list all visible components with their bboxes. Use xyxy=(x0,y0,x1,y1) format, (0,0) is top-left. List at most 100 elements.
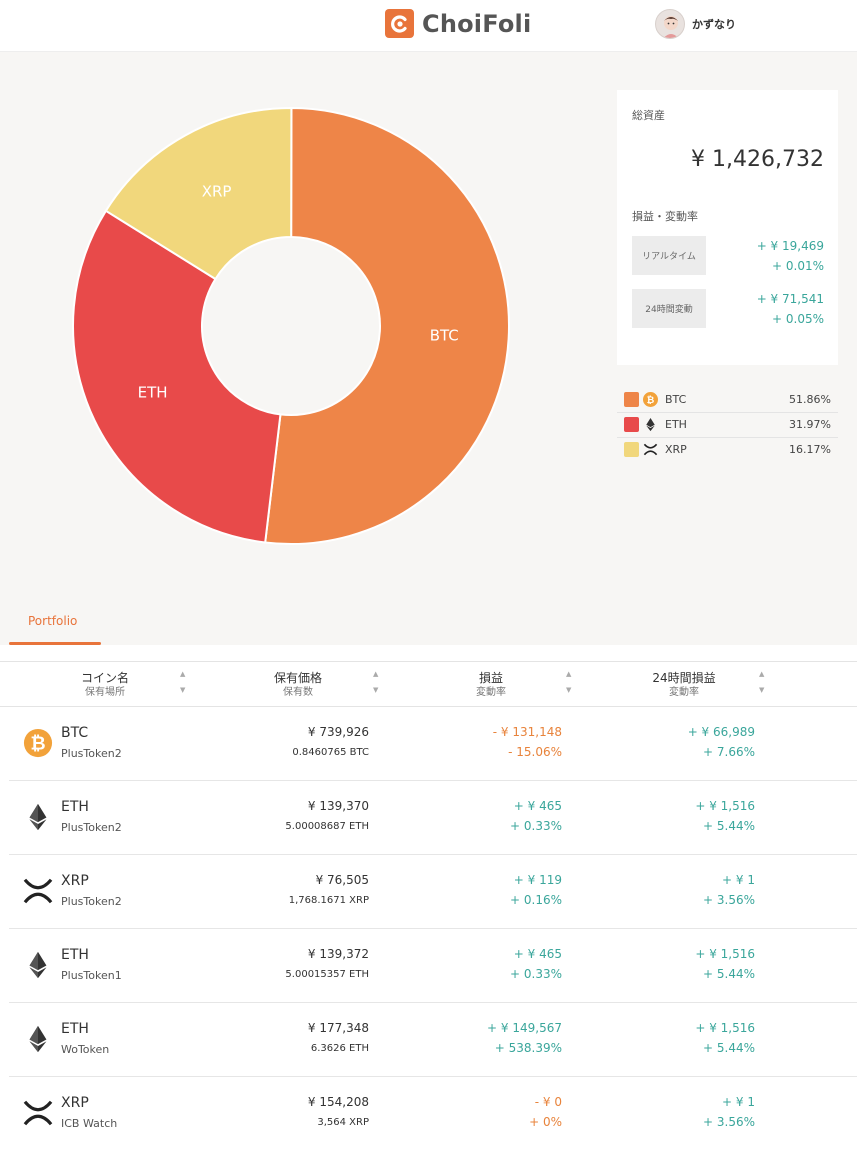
xrp-icon xyxy=(643,442,658,457)
coin-symbol: ETH xyxy=(61,947,89,963)
column-coin-label: コイン名 xyxy=(80,671,129,685)
btc-color-swatch xyxy=(624,392,639,407)
realtime-amount: + ¥ 19,469 xyxy=(756,239,824,253)
bitcoin-icon: ₿ xyxy=(22,727,54,759)
profit-loss-rate: - 15.06% xyxy=(508,745,562,759)
holding-amount: 0.8460765 BTC xyxy=(292,747,369,758)
legend-percent: 31.97% xyxy=(789,418,831,431)
holding-value: ¥ 139,372 xyxy=(307,947,369,961)
sort-value-button[interactable]: ▲ ▼ xyxy=(373,670,379,694)
svg-text:₿: ₿ xyxy=(30,734,45,755)
brand-logo[interactable]: ChoiFoli xyxy=(385,9,531,38)
sort-24h-button[interactable]: ▲ ▼ xyxy=(759,670,765,694)
holding-value: ¥ 177,348 xyxy=(307,1021,369,1035)
realtime-change: + ¥ 19,469 + 0.01% xyxy=(757,236,824,276)
bitcoin-icon: ₿ xyxy=(643,392,658,407)
donut-label-xrp: XRP xyxy=(202,183,232,201)
profit-loss: + ¥ 119 xyxy=(513,873,562,887)
legend-percent: 51.86% xyxy=(789,393,831,406)
total-assets-value: ¥ 1,426,732 xyxy=(691,147,824,172)
top-header: ChoiFoli かずなり xyxy=(0,0,857,52)
column-24h-label: 24時間損益 xyxy=(652,671,716,685)
realtime-rate: + 0.01% xyxy=(772,259,824,273)
profit-loss-rate: + 538.39% xyxy=(494,1041,562,1055)
holding-amount: 1,768.1671 XRP xyxy=(288,895,369,906)
column-coin[interactable]: コイン名 保有場所 xyxy=(55,670,155,700)
overview-panel: BTC ETH XRP 総資産 ¥ 1,426,732 損益・変動率 リアルタイム … xyxy=(0,52,857,645)
ethereum-icon xyxy=(22,1023,54,1055)
holdings-table: コイン名 保有場所 ▲ ▼ 保有価格 保有数 ▲ ▼ 損益 変動率 ▲ ▼ 24時間損… xyxy=(0,661,857,1150)
sort-coin-button[interactable]: ▲ ▼ xyxy=(180,670,186,694)
summary-card: 総資産 ¥ 1,426,732 損益・変動率 リアルタイム + ¥ 19,469… xyxy=(617,90,838,365)
legend-symbol: ETH xyxy=(665,418,687,431)
profit-loss: + ¥ 465 xyxy=(513,947,562,961)
legend-percent: 16.17% xyxy=(789,443,831,456)
24h-profit-loss: + ¥ 1,516 xyxy=(695,1021,755,1035)
24h-profit-loss: + ¥ 1 xyxy=(722,1095,755,1109)
holding-amount: 3,564 XRP xyxy=(317,1117,369,1128)
allocation-donut-chart: BTC ETH XRP xyxy=(72,106,510,545)
24h-profit-loss-rate: + 7.66% xyxy=(703,745,755,759)
table-row-xrp[interactable]: XRP PlusToken2 ¥ 76,505 1,768.1671 XRP +… xyxy=(9,855,857,929)
table-row-eth[interactable]: ETH PlusToken2 ¥ 139,370 5.00008687 ETH … xyxy=(9,781,857,855)
ethereum-icon xyxy=(22,949,54,981)
holding-value: ¥ 739,926 xyxy=(307,725,369,739)
tab-portfolio[interactable]: Portfolio xyxy=(9,612,101,645)
table-row-eth[interactable]: ETH PlusToken1 ¥ 139,372 5.00015357 ETH … xyxy=(9,929,857,1003)
donut-slice-xrp[interactable] xyxy=(104,107,293,281)
column-place-label: 保有場所 xyxy=(85,687,125,698)
active-tab-indicator xyxy=(9,642,101,645)
holding-amount: 5.00008687 ETH xyxy=(285,821,369,832)
24h-profit-loss-rate: + 5.44% xyxy=(703,1041,755,1055)
24h-profit-loss-rate: + 5.44% xyxy=(703,819,755,833)
ethereum-icon xyxy=(643,417,658,432)
column-24h-rate-label: 変動率 xyxy=(669,687,699,698)
profit-loss: + ¥ 465 xyxy=(513,799,562,813)
eth-color-swatch xyxy=(624,417,639,432)
coin-symbol: ETH xyxy=(61,1021,89,1037)
24h-profit-loss: + ¥ 1,516 xyxy=(695,947,755,961)
user-name: かずなり xyxy=(692,18,736,31)
column-24h[interactable]: 24時間損益 変動率 xyxy=(634,670,734,700)
coin-symbol: ETH xyxy=(61,799,89,815)
change-label: 損益・変動率 xyxy=(632,210,698,223)
24h-profit-loss: + ¥ 66,989 xyxy=(687,725,755,739)
holding-place: PlusToken2 xyxy=(61,895,122,908)
24h-profit-loss-rate: + 5.44% xyxy=(703,967,755,981)
xrp-color-swatch xyxy=(624,442,639,457)
legend-item-xrp[interactable]: XRP 16.17% xyxy=(617,438,838,463)
realtime-button[interactable]: リアルタイム xyxy=(632,236,706,275)
donut-slice-eth[interactable] xyxy=(72,209,282,544)
table-row-eth[interactable]: ETH WoToken ¥ 177,348 6.3626 ETH + ¥ 149… xyxy=(9,1003,857,1077)
profit-loss-rate: + 0.33% xyxy=(510,967,562,981)
legend-item-btc[interactable]: ₿ BTC 51.86% xyxy=(617,388,838,413)
coin-symbol: XRP xyxy=(61,873,89,889)
holding-value: ¥ 154,208 xyxy=(307,1095,369,1109)
sort-pl-button[interactable]: ▲ ▼ xyxy=(566,670,572,694)
legend-item-eth[interactable]: ETH 31.97% xyxy=(617,413,838,438)
profit-loss: - ¥ 131,148 xyxy=(492,725,562,739)
holding-place: ICB Watch xyxy=(61,1117,118,1130)
donut-slice-btc[interactable] xyxy=(264,106,510,545)
chart-legend: ₿ BTC 51.86% ETH 31.97% XRP 16.17% xyxy=(617,388,838,463)
holding-place: WoToken xyxy=(61,1043,110,1056)
24h-profit-loss: + ¥ 1,516 xyxy=(695,799,755,813)
profit-loss-rate: + 0.33% xyxy=(510,819,562,833)
column-pl[interactable]: 損益 変動率 xyxy=(441,670,541,700)
xrp-icon xyxy=(22,1097,54,1129)
user-menu[interactable]: かずなり xyxy=(655,9,736,39)
donut-label-btc: BTC xyxy=(430,326,459,344)
24h-change-button[interactable]: 24時間変動 xyxy=(632,289,706,328)
profit-loss: - ¥ 0 xyxy=(534,1095,562,1109)
table-row-xrp[interactable]: XRP ICB Watch ¥ 154,208 3,564 XRP - ¥ 0 … xyxy=(9,1077,857,1150)
tab-portfolio-label: Portfolio xyxy=(28,614,78,628)
table-row-btc[interactable]: ₿ BTC PlusToken2 ¥ 739,926 0.8460765 BTC… xyxy=(9,707,857,781)
avatar xyxy=(655,9,685,39)
column-value[interactable]: 保有価格 保有数 xyxy=(248,670,348,700)
column-pl-label: 損益 xyxy=(478,671,503,685)
holding-place: PlusToken1 xyxy=(61,969,122,982)
donut-label-eth: ETH xyxy=(138,383,168,401)
24h-rate: + 0.05% xyxy=(772,312,824,326)
holding-amount: 5.00015357 ETH xyxy=(285,969,369,980)
24h-profit-loss-rate: + 3.56% xyxy=(703,893,755,907)
